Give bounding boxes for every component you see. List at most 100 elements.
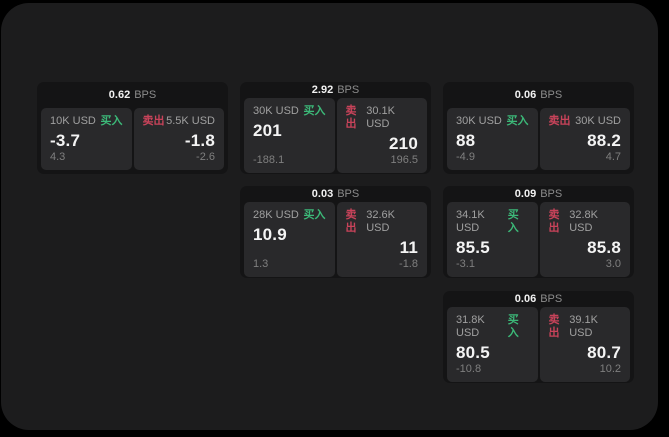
sell-delta: -1.8 — [399, 258, 418, 270]
sell-amount: 30K USD — [575, 115, 621, 127]
sell-price: 88.2 — [587, 131, 621, 150]
buy-label: 买入 — [507, 314, 519, 339]
sell-panel[interactable]: 卖出 39.1K USD 80.7 10.2 — [539, 307, 630, 382]
sell-amount: 32.8K USD — [569, 209, 598, 234]
buy-price: -3.7 — [50, 131, 81, 150]
sell-price: 210 — [389, 134, 418, 153]
sell-delta: 4.7 — [605, 151, 621, 163]
buy-delta: 4.3 — [50, 151, 66, 163]
sell-amount: 30.1K USD — [366, 105, 395, 130]
card-header: 0.09 BPS — [443, 186, 634, 200]
card-body: 30K USD 买入 201 -188.1 卖出 30.1K USD 210 1… — [244, 98, 427, 173]
sell-price: 11 — [399, 238, 418, 257]
card-body: 10K USD 买入 -3.7 4.3 卖出 5.5K USD -1.8 -2.… — [41, 108, 224, 170]
sell-price: 80.7 — [587, 343, 621, 362]
bps-unit-label: BPS — [337, 84, 360, 96]
buy-amount: 28K USD — [253, 209, 299, 221]
sell-toprow: 卖出 32.8K USD — [549, 209, 622, 235]
sell-delta: 10.2 — [599, 363, 621, 375]
sell-toprow: 卖出 30.1K USD — [346, 105, 419, 131]
sell-price: -1.8 — [184, 131, 215, 150]
card-body: 28K USD 买入 10.9 1.3 卖出 32.6K USD 11 -1.8 — [244, 202, 427, 277]
sell-label: 卖出 — [345, 209, 357, 234]
quote-card: 0.09 BPS 34.1K USD 买入 85.5 -3.1 卖出 32.8K… — [443, 186, 634, 278]
buy-amount: 30K USD — [253, 105, 299, 117]
sell-amount: 39.1K USD — [569, 314, 598, 339]
buy-panel[interactable]: 28K USD 买入 10.9 1.3 — [244, 202, 335, 277]
sell-panel[interactable]: 卖出 30.1K USD 210 196.5 — [336, 98, 427, 173]
bps-unit-label: BPS — [540, 89, 563, 101]
buy-panel[interactable]: 30K USD 买入 201 -188.1 — [244, 98, 335, 173]
sell-delta: -2.6 — [196, 151, 215, 163]
bps-unit-label: BPS — [540, 293, 563, 305]
buy-label: 买入 — [507, 209, 519, 234]
quote-card: 0.06 BPS 31.8K USD 买入 80.5 -10.8 卖出 39.1… — [443, 291, 634, 383]
buy-amount: 31.8K USD — [456, 314, 485, 339]
buy-delta: -3.1 — [456, 258, 475, 270]
buy-price: 85.5 — [456, 238, 490, 257]
buy-toprow: 34.1K USD 买入 — [456, 209, 529, 235]
buy-price: 80.5 — [456, 343, 490, 362]
card-body: 30K USD 买入 88 -4.9 卖出 30K USD 88.2 4.7 — [447, 108, 630, 170]
buy-toprow: 30K USD 买入 — [253, 105, 326, 118]
sell-label: 卖出 — [345, 105, 357, 130]
bps-value: 0.03 — [311, 188, 334, 200]
buy-amount: 30K USD — [456, 115, 502, 127]
buy-price: 201 — [253, 121, 282, 140]
sell-price: 85.8 — [587, 238, 621, 257]
buy-delta: 1.3 — [253, 258, 269, 270]
buy-panel[interactable]: 34.1K USD 买入 85.5 -3.1 — [447, 202, 538, 277]
buy-label: 买入 — [303, 209, 326, 221]
sell-delta: 3.0 — [605, 258, 621, 270]
card-body: 31.8K USD 买入 80.5 -10.8 卖出 39.1K USD 80.… — [447, 307, 630, 382]
sell-toprow: 卖出 30K USD — [549, 115, 622, 128]
bps-value: 0.06 — [514, 293, 537, 305]
buy-panel[interactable]: 31.8K USD 买入 80.5 -10.8 — [447, 307, 538, 382]
buy-price: 88 — [456, 131, 476, 150]
sell-toprow: 卖出 39.1K USD — [549, 314, 622, 340]
buy-delta: -10.8 — [456, 363, 482, 375]
buy-amount: 34.1K USD — [456, 209, 485, 234]
quote-card: 2.92 BPS 30K USD 买入 201 -188.1 卖出 30.1K … — [240, 82, 431, 174]
sell-amount: 5.5K USD — [166, 115, 215, 127]
buy-label: 买入 — [506, 115, 529, 127]
buy-panel[interactable]: 30K USD 买入 88 -4.9 — [447, 108, 538, 170]
buy-toprow: 10K USD 买入 — [50, 115, 123, 128]
card-body: 34.1K USD 买入 85.5 -3.1 卖出 32.8K USD 85.8… — [447, 202, 630, 277]
buy-panel[interactable]: 10K USD 买入 -3.7 4.3 — [41, 108, 132, 170]
sell-panel[interactable]: 卖出 32.6K USD 11 -1.8 — [336, 202, 427, 277]
card-header: 0.03 BPS — [240, 186, 431, 200]
quote-card: 0.62 BPS 10K USD 买入 -3.7 4.3 卖出 5.5K USD… — [37, 82, 228, 174]
buy-label: 买入 — [100, 115, 123, 127]
buy-price: 10.9 — [253, 225, 287, 244]
buy-delta: -4.9 — [456, 151, 475, 163]
sell-panel[interactable]: 卖出 5.5K USD -1.8 -2.6 — [133, 108, 224, 170]
bps-unit-label: BPS — [337, 188, 360, 200]
quote-card: 0.06 BPS 30K USD 买入 88 -4.9 卖出 30K USD 8… — [443, 82, 634, 174]
bps-unit-label: BPS — [134, 89, 157, 101]
sell-label: 卖出 — [142, 115, 165, 127]
sell-panel[interactable]: 卖出 30K USD 88.2 4.7 — [539, 108, 630, 170]
sell-label: 卖出 — [548, 209, 560, 234]
bps-value: 0.62 — [108, 89, 131, 101]
buy-delta: -188.1 — [253, 154, 285, 166]
sell-delta: 196.5 — [390, 154, 418, 166]
buy-amount: 10K USD — [50, 115, 96, 127]
bps-value: 0.09 — [514, 188, 537, 200]
buy-toprow: 30K USD 买入 — [456, 115, 529, 128]
buy-toprow: 28K USD 买入 — [253, 209, 326, 222]
cards-layer: 0.62 BPS 10K USD 买入 -3.7 4.3 卖出 5.5K USD… — [1, 3, 658, 430]
sell-amount: 32.6K USD — [366, 209, 395, 234]
bps-value: 2.92 — [311, 84, 334, 96]
bps-unit-label: BPS — [540, 188, 563, 200]
buy-label: 买入 — [303, 105, 326, 117]
card-header: 0.06 BPS — [443, 291, 634, 305]
quote-card: 0.03 BPS 28K USD 买入 10.9 1.3 卖出 32.6K US… — [240, 186, 431, 278]
card-header: 2.92 BPS — [240, 82, 431, 96]
sell-panel[interactable]: 卖出 32.8K USD 85.8 3.0 — [539, 202, 630, 277]
main-panel: 0.62 BPS 10K USD 买入 -3.7 4.3 卖出 5.5K USD… — [1, 3, 658, 430]
sell-toprow: 卖出 5.5K USD — [143, 115, 216, 128]
sell-label: 卖出 — [548, 115, 571, 127]
sell-label: 卖出 — [548, 314, 560, 339]
